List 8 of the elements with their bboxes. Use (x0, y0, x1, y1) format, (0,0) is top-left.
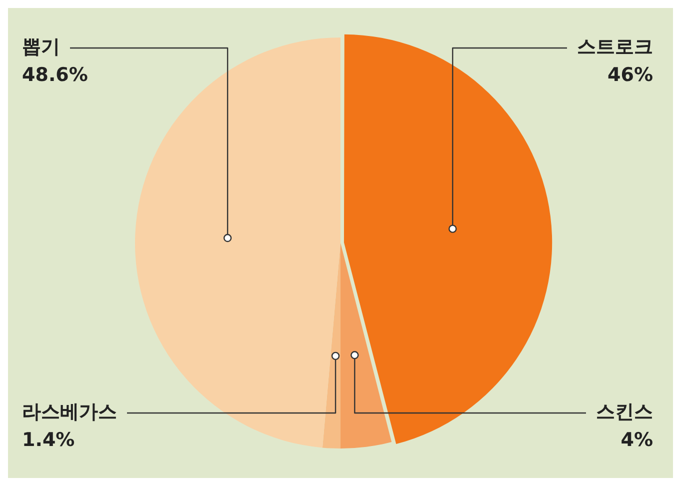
data-label: 4% (620, 428, 653, 451)
slice-label: 라스베가스 (22, 400, 117, 423)
data-label: 1.4% (22, 428, 75, 451)
slice-label: 스트로크 (577, 36, 653, 58)
data-label: 48.6% (22, 64, 88, 86)
data-label: 46% (608, 64, 653, 86)
slice-label: 뽑기 (22, 36, 60, 58)
slice-label: 스킨스 (596, 400, 653, 423)
